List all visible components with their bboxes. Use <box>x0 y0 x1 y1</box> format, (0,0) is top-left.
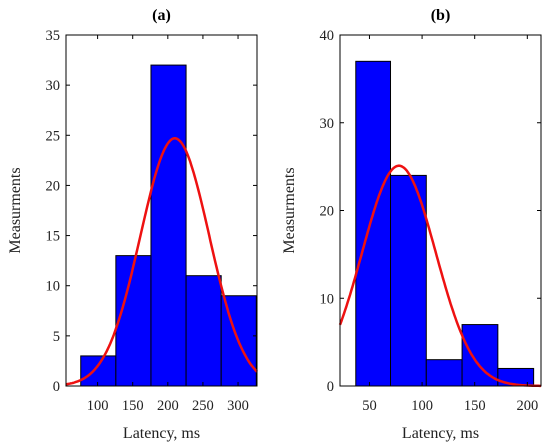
x-tick-label: 50 <box>362 398 377 414</box>
y-tick-label: 15 <box>46 229 61 245</box>
y-tick-label: 0 <box>327 379 334 395</box>
y-tick-label: 10 <box>46 279 61 295</box>
x-tick-label: 100 <box>411 398 433 414</box>
x-tick-label: 150 <box>464 398 486 414</box>
histogram-bar <box>185 275 222 387</box>
y-tick-label: 20 <box>320 204 335 220</box>
y-tick-label: 30 <box>46 78 61 94</box>
x-tick-label: 250 <box>192 398 214 414</box>
y-axis-label: Measurments <box>281 167 298 253</box>
histogram-bar <box>80 355 117 387</box>
histogram-bar <box>150 64 187 387</box>
y-tick-label: 35 <box>46 28 61 44</box>
y-tick-label: 40 <box>320 28 335 44</box>
chart-title: (a) <box>152 7 171 24</box>
x-axis-label: Latency, ms <box>402 425 479 442</box>
y-tick-label: 30 <box>320 116 335 132</box>
x-tick-label: 150 <box>122 398 144 414</box>
x-tick-label: 100 <box>87 398 109 414</box>
histogram-bar <box>115 255 152 387</box>
y-tick-label: 20 <box>46 178 61 194</box>
x-tick-label: 300 <box>227 398 249 414</box>
y-tick-label: 10 <box>320 291 335 307</box>
normal-fit-curve <box>338 164 541 388</box>
histogram-bar <box>425 359 463 387</box>
y-tick-label: 0 <box>53 379 60 395</box>
chart-title: (b) <box>431 7 451 24</box>
plot-frame <box>65 34 258 387</box>
y-axis-label: Measurments <box>7 167 24 253</box>
y-tick-label: 5 <box>53 329 60 345</box>
x-tick-label: 200 <box>516 398 538 414</box>
chart-panel-a: 100 150 200 250 300 0 5 10 15 20 25 30 35 (a) Latency,… <box>7 7 258 442</box>
chart-panel-b: 50 100 150 200 0 10 20 30 40 (b) Latency, ms Measur… <box>281 7 542 442</box>
normal-fit-curve <box>65 137 258 386</box>
x-tick-label: 200 <box>157 398 179 414</box>
histogram-bar <box>390 174 427 387</box>
histogram-bar <box>355 60 392 387</box>
x-axis-label: Latency, ms <box>123 425 200 442</box>
y-tick-label: 25 <box>46 128 61 144</box>
